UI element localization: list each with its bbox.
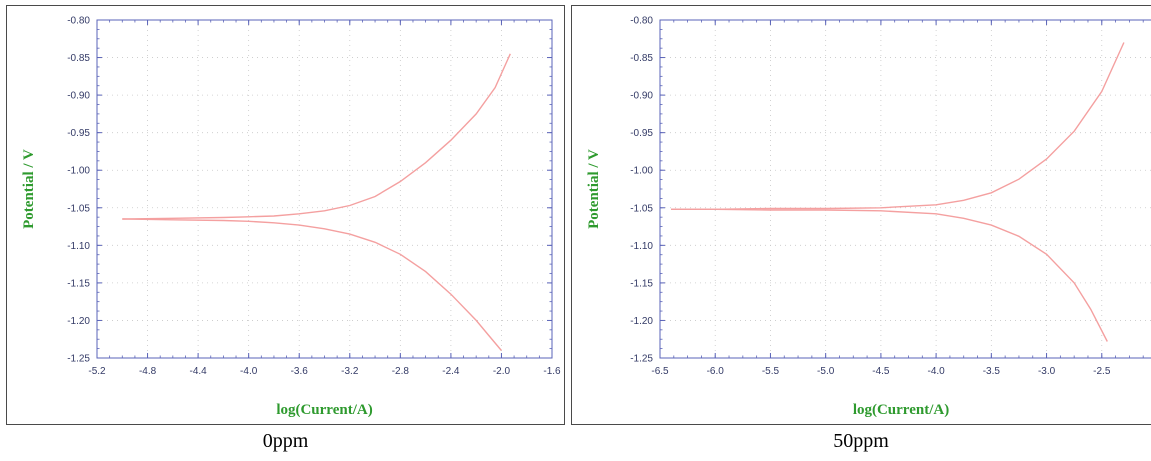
x-tick-label: -6.5 (651, 366, 669, 377)
x-axis-title: log(Current/A) (276, 402, 372, 418)
x-tick-label: -5.5 (762, 366, 780, 377)
y-tick-label: -1.20 (630, 316, 653, 327)
plot-frame (96, 19, 553, 359)
y-tick-label: -1.05 (630, 203, 653, 214)
chart-panel-0ppm: -5.2 -4.8 -4.4 -4.0 -3.6 -3.2 -2.8 -2.4 -2.0 -1.6… (6, 5, 565, 425)
x-tick-label: -6.0 (707, 366, 725, 377)
y-tick-label: -1.15 (630, 278, 653, 289)
y-tick-label: -0.80 (67, 16, 90, 27)
y-tick-label: -1.25 (67, 354, 90, 365)
y-tick-label: -1.15 (67, 278, 90, 289)
cathodic-curve-50ppm (671, 208, 1108, 342)
x-tick-label: -2.4 (442, 366, 460, 377)
y-axis-title: Potential / V (21, 149, 37, 229)
x-tick-label: -2.8 (392, 366, 410, 377)
y-tick-label: -0.85 (630, 53, 653, 64)
y-tick-label: -0.95 (67, 128, 90, 139)
caption-0ppm: 0ppm (262, 430, 309, 452)
y-tick-label: -0.85 (67, 53, 90, 64)
x-axis-title: log(Current/A) (853, 402, 949, 418)
y-tick-label: -0.90 (630, 91, 653, 102)
x-tick-label: -3.6 (291, 366, 309, 377)
x-tick-label: -3.5 (983, 366, 1001, 377)
y-axis-title: Potential / V (586, 149, 602, 229)
chart-svg-0ppm: -5.2 -4.8 -4.4 -4.0 -3.6 -3.2 -2.8 -2.4 -2.0 -1.6… (21, 16, 561, 419)
y-tick-label: -0.90 (67, 91, 90, 102)
x-tick-label: -3.2 (341, 366, 359, 377)
y-tick-label: -1.25 (630, 354, 653, 365)
cathodic-curve-0ppm (122, 218, 502, 351)
y-tick-label: -1.20 (67, 316, 90, 327)
y-tick-label: -1.00 (630, 166, 653, 177)
x-tick-label: -4.0 (240, 366, 258, 377)
x-tick-label: -4.0 (927, 366, 945, 377)
y-tick-label: -0.95 (630, 128, 653, 139)
y-tick-label: -1.05 (67, 203, 90, 214)
anodic-curve-50ppm (671, 42, 1125, 211)
x-tick-label: -1.6 (543, 366, 561, 377)
anodic-curve-0ppm (122, 53, 511, 220)
plot-frame (659, 19, 1151, 359)
x-tick-label: -4.8 (139, 366, 157, 377)
x-tick-label: -5.2 (88, 366, 106, 377)
x-tick-label: -2.0 (493, 366, 511, 377)
chart-panel-50ppm: -6.5-6.0-5.5-5.0-4.5-4.0-3.5-3.0-2.5-2-0… (571, 5, 1151, 425)
caption-50ppm: 50ppm (833, 430, 889, 452)
x-tick-label: -4.5 (872, 366, 890, 377)
y-tick-label: -1.10 (630, 241, 653, 252)
chart-svg-50ppm: -6.5-6.0-5.5-5.0-4.5-4.0-3.5-3.0-2.5-2-0… (586, 16, 1151, 418)
y-tick-label: -1.00 (67, 166, 90, 177)
y-tick-label: -0.80 (630, 16, 653, 27)
x-tick-label: -5.0 (817, 366, 835, 377)
x-tick-label: -2.5 (1093, 366, 1111, 377)
x-tick-label: -3.0 (1038, 366, 1056, 377)
x-tick-label: -4.4 (189, 366, 207, 377)
y-tick-label: -1.10 (67, 241, 90, 252)
